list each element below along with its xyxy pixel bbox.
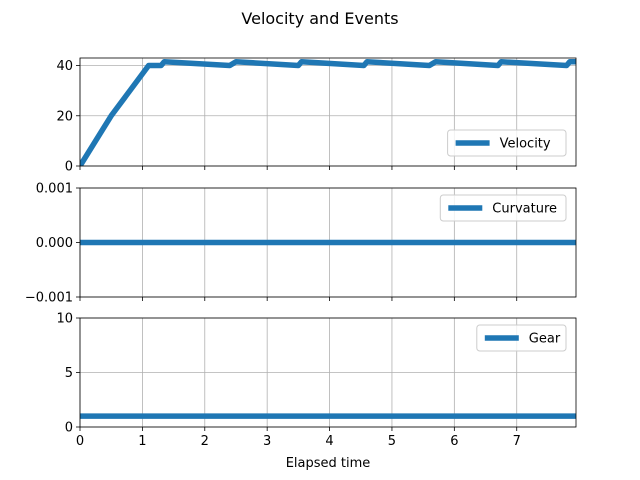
- x-tick-label: 3: [263, 434, 271, 449]
- x-tick-label: 0: [76, 434, 84, 449]
- legend-label: Curvature: [492, 202, 557, 217]
- legend-box: [476, 324, 567, 352]
- y-tick-label: 5: [65, 366, 73, 381]
- legend: Velocity: [447, 129, 567, 157]
- y-tick-label: 0.001: [36, 182, 73, 197]
- y-tick-label: 0: [65, 421, 73, 436]
- curvature-axes: −0.001 0.000 0.001 Curvature: [25, 182, 577, 306]
- y-tick-label: 40: [56, 59, 73, 74]
- y-tick-label: 0.000: [36, 236, 73, 251]
- velocity-series-line: [80, 59, 576, 166]
- figure-title: Velocity and Events: [241, 9, 398, 28]
- legend: Gear: [476, 324, 567, 352]
- y-tick-label: 20: [56, 109, 73, 124]
- legend-box: [439, 194, 567, 222]
- x-tick-label: 7: [513, 434, 521, 449]
- axes-frame: [79, 57, 577, 167]
- y-tick-label: 10: [56, 312, 73, 327]
- legend-label: Gear: [529, 332, 561, 347]
- x-tick-label: 1: [138, 434, 146, 449]
- x-tick-label: 2: [201, 434, 209, 449]
- y-tick-label: −0.001: [25, 291, 73, 306]
- velocity-axes: 0 20 40 Velocity: [56, 57, 577, 175]
- legend-box: [447, 129, 567, 157]
- legend-label: Velocity: [500, 137, 551, 152]
- x-tick-label: 6: [450, 434, 458, 449]
- x-tick-label: 4: [325, 434, 333, 449]
- x-tick-label: 5: [388, 434, 396, 449]
- legend: Curvature: [439, 194, 567, 222]
- y-tick-label: 0: [65, 160, 73, 175]
- x-axis-label: Elapsed time: [286, 456, 371, 471]
- gear-axes: 0 5 10 0 1 2 3 4 5 6 7 Gear: [56, 312, 577, 449]
